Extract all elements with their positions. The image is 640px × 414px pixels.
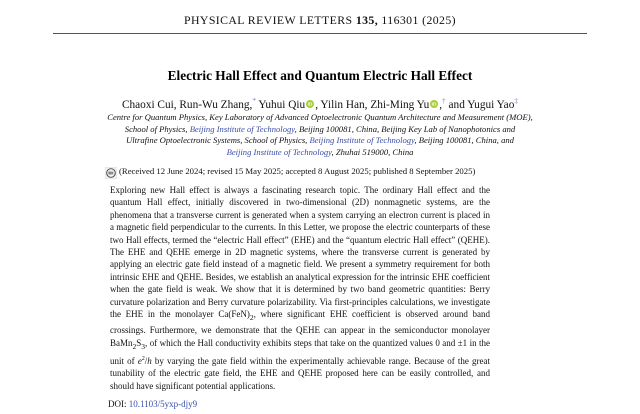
svg-text:iD: iD	[308, 102, 313, 107]
svg-text:iD: iD	[432, 102, 437, 107]
